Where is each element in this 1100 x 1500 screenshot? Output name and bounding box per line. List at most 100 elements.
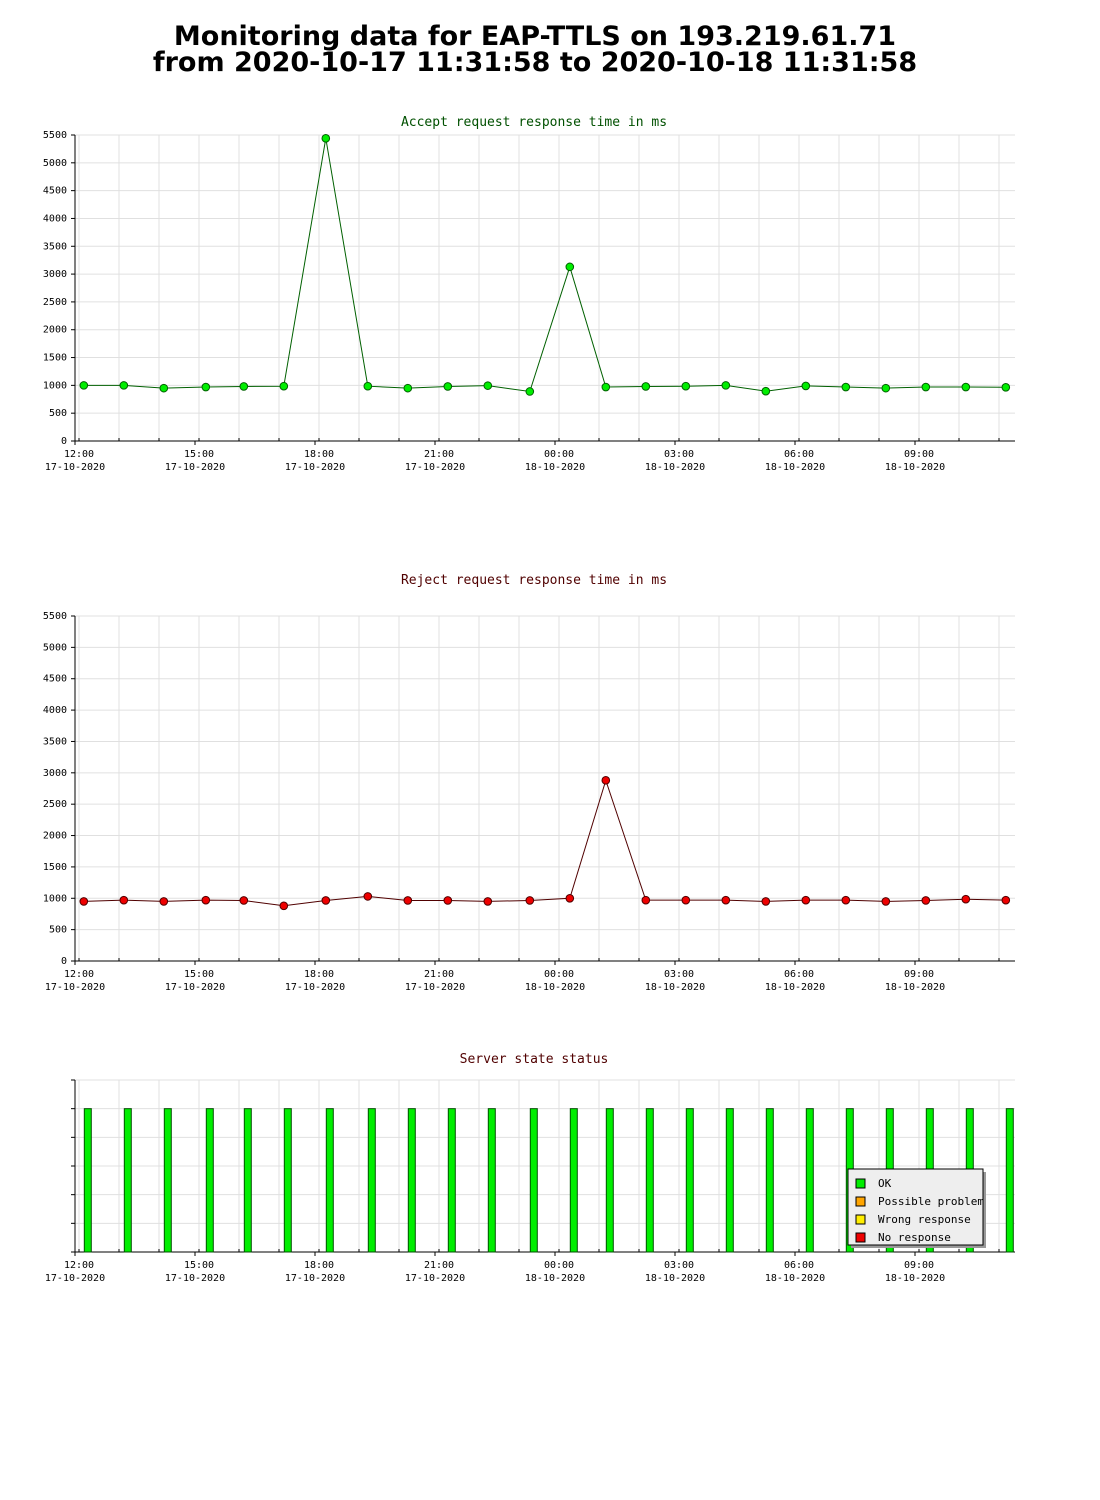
x-tick-time-label: 18:00 <box>304 449 334 460</box>
data-point <box>321 134 331 143</box>
data-point <box>279 901 289 911</box>
x-tick-time-label: 21:00 <box>424 969 454 980</box>
status-bar <box>605 1108 614 1253</box>
data-point <box>201 382 211 392</box>
page-title-line2: from 2020-10-17 11:31:58 to 2020-10-18 1… <box>152 47 918 78</box>
data-point <box>881 383 891 393</box>
legend-swatch <box>855 1178 866 1189</box>
status-bar <box>569 1108 578 1253</box>
x-tick-time-label: 03:00 <box>664 969 694 980</box>
status-bar <box>163 1108 172 1253</box>
x-tick-time-label: 06:00 <box>784 1260 814 1271</box>
data-point <box>601 776 611 785</box>
data-point <box>279 381 289 391</box>
data-point <box>403 383 413 393</box>
data-point <box>159 383 169 393</box>
x-tick-date-label: 18-10-2020 <box>645 1273 705 1284</box>
status-bar <box>447 1108 456 1253</box>
data-point <box>801 381 811 391</box>
y-tick-label: 5000 <box>43 642 67 653</box>
data-point <box>119 895 129 905</box>
x-tick-time-label: 18:00 <box>304 1260 334 1271</box>
legend-box <box>847 1168 984 1246</box>
x-tick-time-label: 06:00 <box>784 969 814 980</box>
y-tick-label: 1000 <box>43 380 67 391</box>
x-tick-time-label: 18:00 <box>304 969 334 980</box>
status-legend: OK Possible problem Wrong response No respo… <box>847 1168 986 1248</box>
x-tick-date-label: 17-10-2020 <box>285 1273 345 1284</box>
y-tick-label: 2500 <box>43 799 67 810</box>
data-point <box>921 382 931 392</box>
status-bar <box>1005 1108 1014 1253</box>
y-tick-label: 3000 <box>43 269 67 280</box>
data-point <box>801 895 811 905</box>
x-tick-date-label: 18-10-2020 <box>765 462 825 473</box>
data-point <box>363 892 373 901</box>
y-tick-label: 3500 <box>43 241 67 252</box>
data-point <box>403 896 413 905</box>
data-point <box>1001 383 1011 392</box>
y-tick-label: 2000 <box>43 325 67 336</box>
data-point <box>525 896 535 905</box>
x-tick-time-label: 15:00 <box>184 449 214 460</box>
data-point <box>363 381 373 391</box>
x-tick-date-label: 17-10-2020 <box>405 982 465 993</box>
status-chart-title: Server state status <box>460 1052 609 1067</box>
data-point <box>761 386 771 396</box>
x-tick-time-label: 09:00 <box>904 449 934 460</box>
data-point <box>443 896 453 905</box>
data-point <box>79 897 89 906</box>
data-point <box>119 381 129 390</box>
x-tick-date-label: 17-10-2020 <box>405 462 465 473</box>
data-point <box>321 896 331 905</box>
y-tick-label: 1500 <box>43 353 67 364</box>
x-tick-time-label: 15:00 <box>184 1260 214 1271</box>
data-point <box>443 382 453 391</box>
data-point <box>681 895 691 905</box>
x-tick-date-label: 17-10-2020 <box>405 1273 465 1284</box>
server-state-status-chart: Server state status 12:00 17-10-2020 15:00… <box>45 1052 1015 1284</box>
data-point <box>961 382 971 392</box>
x-tick-time-label: 03:00 <box>664 449 694 460</box>
legend-label: Possible problem <box>878 1195 984 1208</box>
x-tick-date-label: 18-10-2020 <box>885 982 945 993</box>
data-point <box>525 387 535 396</box>
y-tick-label: 500 <box>49 925 67 936</box>
data-point <box>239 896 249 905</box>
accept-chart-title: Accept request response time in ms <box>401 115 667 130</box>
data-point <box>159 897 169 906</box>
x-tick-date-label: 17-10-2020 <box>45 1273 105 1284</box>
status-bar <box>367 1108 376 1253</box>
x-tick-date-label: 18-10-2020 <box>645 462 705 473</box>
y-tick-label: 3000 <box>43 768 67 779</box>
legend-label: No response <box>878 1231 951 1244</box>
y-tick-label: 0 <box>61 956 67 967</box>
y-tick-label: 2000 <box>43 831 67 842</box>
x-tick-date-label: 18-10-2020 <box>525 462 585 473</box>
data-point <box>79 381 89 390</box>
data-point <box>601 382 611 392</box>
y-tick-label: 1500 <box>43 862 67 873</box>
data-point <box>681 381 691 391</box>
y-tick-label: 5500 <box>43 130 67 141</box>
data-point <box>565 262 575 272</box>
x-tick-time-label: 00:00 <box>544 969 574 980</box>
x-tick-date-label: 18-10-2020 <box>525 1273 585 1284</box>
x-tick-time-label: 12:00 <box>64 449 94 460</box>
x-tick-date-label: 17-10-2020 <box>285 462 345 473</box>
status-bar <box>725 1108 734 1253</box>
x-tick-time-label: 21:00 <box>424 449 454 460</box>
legend-swatch <box>855 1196 866 1207</box>
x-tick-date-label: 17-10-2020 <box>165 1273 225 1284</box>
accept-response-time-chart: Accept request response time in ms 0 500 1… <box>43 115 1015 473</box>
data-point <box>841 895 851 905</box>
reject-chart-title: Reject request response time in ms <box>401 573 667 588</box>
data-point <box>1001 895 1011 905</box>
data-point <box>961 894 971 904</box>
y-tick-label: 4000 <box>43 213 67 224</box>
data-point <box>921 896 931 905</box>
status-bar <box>407 1108 416 1253</box>
x-tick-date-label: 18-10-2020 <box>765 1273 825 1284</box>
y-tick-label: 1000 <box>43 893 67 904</box>
data-point <box>721 895 731 905</box>
